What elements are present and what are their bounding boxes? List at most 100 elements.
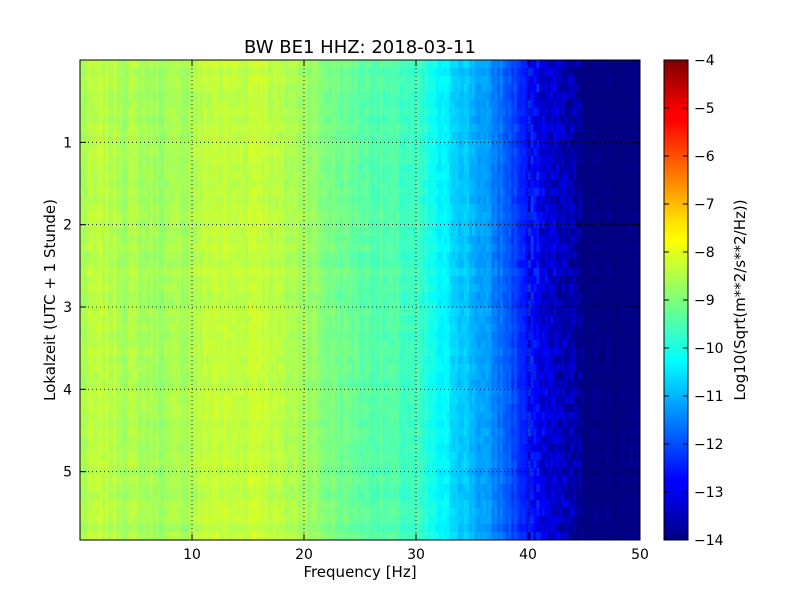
heatmap-cell [606,108,610,117]
heatmap-cell [309,140,313,149]
heatmap-cell [203,220,207,229]
heatmap-cell [295,116,299,125]
heatmap-cell [441,164,445,173]
heatmap-cell [273,108,277,117]
heatmap-cell [592,172,596,181]
heatmap-cell [525,236,529,245]
heatmap-cell [315,100,319,109]
heatmap-cell [284,172,288,181]
heatmap-cell [458,196,462,205]
heatmap-cell [278,196,282,205]
heatmap-cell [192,164,196,173]
heatmap-cell [410,196,414,205]
heatmap-cell [404,236,408,245]
heatmap-cell [208,100,212,109]
heatmap-cell [183,100,187,109]
heatmap-cell [332,220,336,229]
heatmap-cell [256,140,260,149]
heatmap-cell [320,172,324,181]
heatmap-cell [452,228,456,237]
heatmap-cell [183,84,187,93]
heatmap-cell [133,196,137,205]
heatmap-cell [402,196,406,205]
heatmap-cell [108,228,112,237]
heatmap-cell [343,252,347,261]
heatmap-cell [357,172,361,181]
heatmap-cell [614,132,618,141]
heatmap-cell [306,116,310,125]
heatmap-cell [469,84,473,93]
heatmap-cell [612,124,616,133]
heatmap-cell [444,108,448,117]
heatmap-cell [578,252,582,261]
heatmap-cell [483,188,487,197]
heatmap-cell [628,164,632,173]
heatmap-cell [354,196,358,205]
heatmap-cell [508,188,512,197]
heatmap-cell [486,244,490,253]
heatmap-cell [550,100,554,109]
heatmap-cell [474,212,478,221]
heatmap-cell [234,244,238,253]
heatmap-cell [488,132,492,141]
heatmap-cell [410,204,414,213]
heatmap-cell [522,92,526,101]
heatmap-cell [175,252,179,261]
heatmap-cell [449,180,453,189]
heatmap-cell [634,172,638,181]
heatmap-cell [452,116,456,125]
heatmap-cell [141,84,145,93]
heatmap-cell [488,60,492,69]
heatmap-cell [393,156,397,165]
heatmap-cell [267,92,271,101]
heatmap-cell [592,148,596,157]
heatmap-cell [248,180,252,189]
heatmap-cell [519,84,523,93]
heatmap-cell [278,76,282,85]
heatmap-cell [304,148,308,157]
heatmap-cell [144,116,148,125]
heatmap-cell [514,68,518,77]
heatmap-cell [225,140,229,149]
heatmap-cell [203,180,207,189]
heatmap-cell [376,108,380,117]
heatmap-cell [231,172,235,181]
heatmap-cell [82,76,86,85]
heatmap-cell [306,212,310,221]
heatmap-cell [192,132,196,141]
heatmap-cell [88,244,92,253]
heatmap-cell [208,124,212,133]
heatmap-cell [96,148,100,157]
heatmap-cell [612,116,616,125]
heatmap-cell [245,132,249,141]
heatmap-cell [455,100,459,109]
heatmap-cell [519,188,523,197]
heatmap-cell [595,124,599,133]
heatmap-cell [500,236,504,245]
heatmap-cell [472,212,476,221]
heatmap-cell [460,188,464,197]
heatmap-cell [365,204,369,213]
heatmap-cell [337,76,341,85]
heatmap-cell [186,164,190,173]
heatmap-cell [144,172,148,181]
heatmap-cell [444,220,448,229]
heatmap-cell [186,180,190,189]
heatmap-cell [287,132,291,141]
heatmap-cell [102,132,106,141]
heatmap-cell [267,132,271,141]
heatmap-cell [158,100,162,109]
heatmap-cell [614,220,618,229]
heatmap-cell [278,100,282,109]
heatmap-cell [556,124,560,133]
heatmap-cell [281,132,285,141]
heatmap-cell [430,180,434,189]
heatmap-cell [480,60,484,69]
heatmap-cell [598,92,602,101]
heatmap-cell [150,164,154,173]
heatmap-cell [511,108,515,117]
heatmap-cell [376,244,380,253]
heatmap-cell [564,100,568,109]
heatmap-cell [567,180,571,189]
heatmap-cell [309,172,313,181]
